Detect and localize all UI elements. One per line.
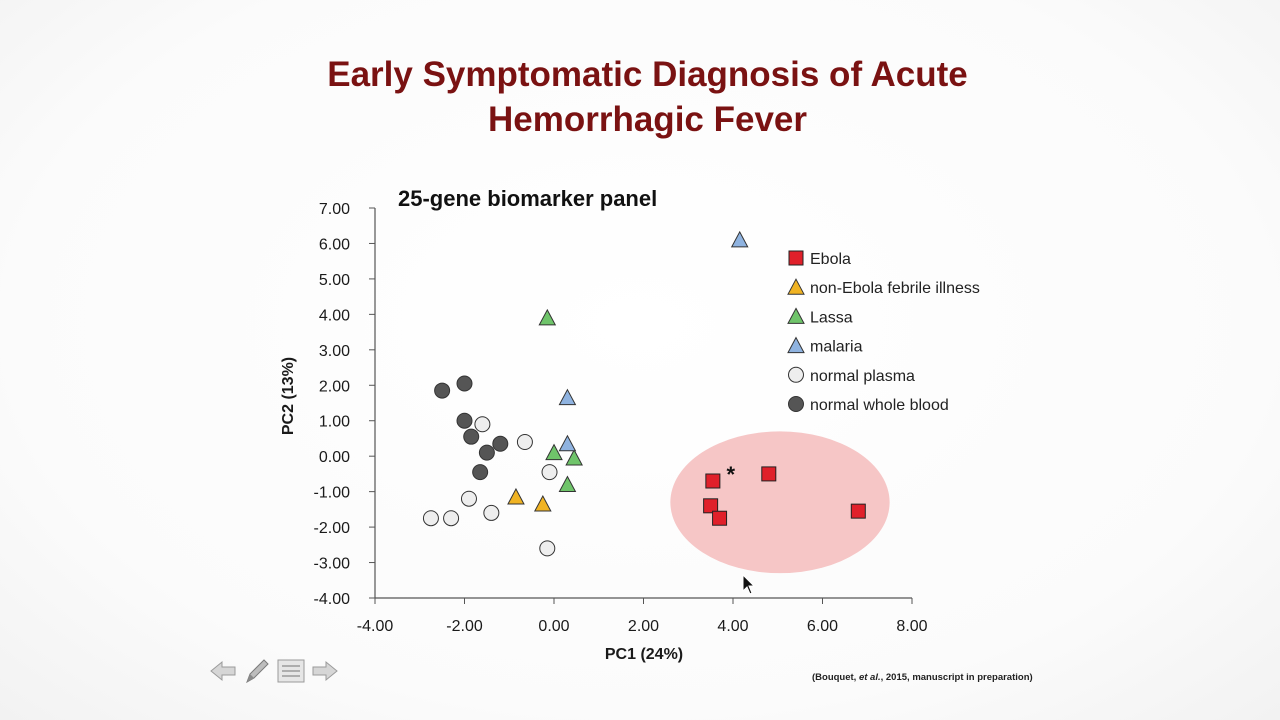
point-malaria: [730, 230, 749, 248]
legend-label-lassa: Lassa: [810, 309, 853, 326]
legend-marker-normal-plasma: [788, 366, 804, 383]
legend-marker-lassa: [787, 307, 805, 324]
points-layer: *: [422, 230, 866, 557]
y-tick-label: 4.00: [319, 307, 350, 324]
y-tick-label: -4.00: [314, 591, 351, 608]
legend-marker-ebola: [788, 250, 804, 266]
citation: (Bouquet, et al., 2015, manuscript in pr…: [812, 672, 1072, 683]
x-tick-label: 0.00: [538, 618, 569, 635]
menu-icon[interactable]: [276, 656, 306, 686]
asterisk-annotation: *: [726, 462, 735, 487]
legend-marker-malaria: [787, 336, 805, 354]
x-tick-label: 2.00: [628, 618, 659, 635]
point-normal-whole-blood: [456, 412, 473, 429]
point-normal-whole-blood: [434, 382, 451, 399]
y-tick-label: -3.00: [314, 556, 351, 573]
point-normal-whole-blood: [463, 428, 480, 445]
citation-suffix: , 2015, manuscript in preparation): [880, 672, 1033, 683]
arrow-right-icon[interactable]: [310, 656, 340, 686]
y-tick-label: 3.00: [319, 343, 350, 360]
point-non-ebola-febrile-illness: [507, 487, 525, 505]
point-normal-plasma: [443, 510, 460, 527]
y-tick-label: 6.00: [319, 236, 350, 253]
point-lassa: [565, 448, 583, 466]
x-tick-label: 4.00: [717, 618, 748, 635]
y-tick-label: 5.00: [319, 272, 350, 289]
y-tick-label: -2.00: [314, 520, 351, 537]
point-normal-plasma: [516, 434, 533, 450]
legend: Ebola non-Ebola febrile illness Lassa malar…: [787, 250, 980, 414]
point-ebola: [761, 466, 777, 482]
legend-marker-non-ebola-febrile-illness: [787, 278, 805, 295]
highlight-region-layer: [670, 431, 890, 574]
point-normal-whole-blood: [456, 375, 473, 392]
point-ebola: [712, 510, 728, 526]
legend-label-ebola: Ebola: [810, 251, 851, 268]
point-malaria: [558, 388, 577, 406]
slide-title-line-2: Hemorrhagic Fever: [487, 100, 808, 139]
point-lassa: [558, 475, 577, 493]
citation-et-al: et al.: [858, 672, 881, 683]
legend-label-normal-plasma: normal plasma: [810, 368, 915, 385]
point-normal-plasma: [422, 510, 439, 527]
x-tick-label: 6.00: [807, 618, 838, 635]
point-ebola: [705, 473, 721, 489]
legend-label-normal-whole-blood: normal whole blood: [810, 397, 949, 414]
point-non-ebola-febrile-illness: [533, 494, 552, 512]
point-normal-whole-blood: [492, 435, 509, 452]
y-tick-label: 2.00: [319, 378, 350, 395]
pen-icon[interactable]: [242, 656, 272, 686]
legend-label-non-ebola-febrile-illness: non-Ebola febrile illness: [810, 280, 980, 297]
slide-nav-controls: [208, 656, 344, 688]
point-malaria: [558, 434, 577, 452]
point-normal-plasma: [474, 416, 491, 433]
point-ebola: [703, 498, 719, 514]
point-normal-whole-blood: [478, 444, 495, 461]
point-normal-plasma: [541, 464, 558, 481]
arrow-left-icon[interactable]: [208, 656, 238, 686]
point-ebola: [850, 503, 866, 519]
point-normal-plasma: [539, 540, 556, 557]
point-normal-plasma: [483, 504, 500, 521]
y-tick-label: 0.00: [319, 449, 350, 466]
citation-prefix: (Bouquet,: [812, 672, 859, 683]
ebola-cluster-highlight: [670, 431, 890, 574]
slide-title: Early Symptomatic Diagnosis of Acute Hem…: [200, 52, 1095, 142]
x-tick-label: 8.00: [896, 618, 927, 635]
x-axis-title: PC1 (24%): [605, 646, 683, 663]
y-tick-label: -1.00: [314, 485, 351, 502]
x-tick-label: -2.00: [446, 618, 483, 635]
y-axis-title: PC2 (13%): [280, 357, 297, 435]
chart-title: 25-gene biomarker panel: [398, 186, 657, 211]
point-lassa: [545, 443, 563, 461]
mouse-cursor-icon: [742, 574, 756, 595]
point-normal-whole-blood: [472, 464, 489, 481]
point-normal-plasma: [460, 490, 477, 507]
y-tick-label: 7.00: [319, 201, 350, 218]
legend-label-malaria: malaria: [810, 339, 863, 356]
legend-marker-normal-whole-blood: [788, 396, 804, 412]
axes-layer: -4.00 -2.00 0.00 2.00 4.00 6.00 8.00 7.00 6.00 5.…: [314, 201, 928, 635]
x-tick-label: -4.00: [357, 618, 394, 635]
y-tick-label: 1.00: [319, 414, 350, 431]
slide-title-line-1: Early Symptomatic Diagnosis of Acute: [327, 55, 968, 94]
point-lassa: [538, 308, 557, 326]
